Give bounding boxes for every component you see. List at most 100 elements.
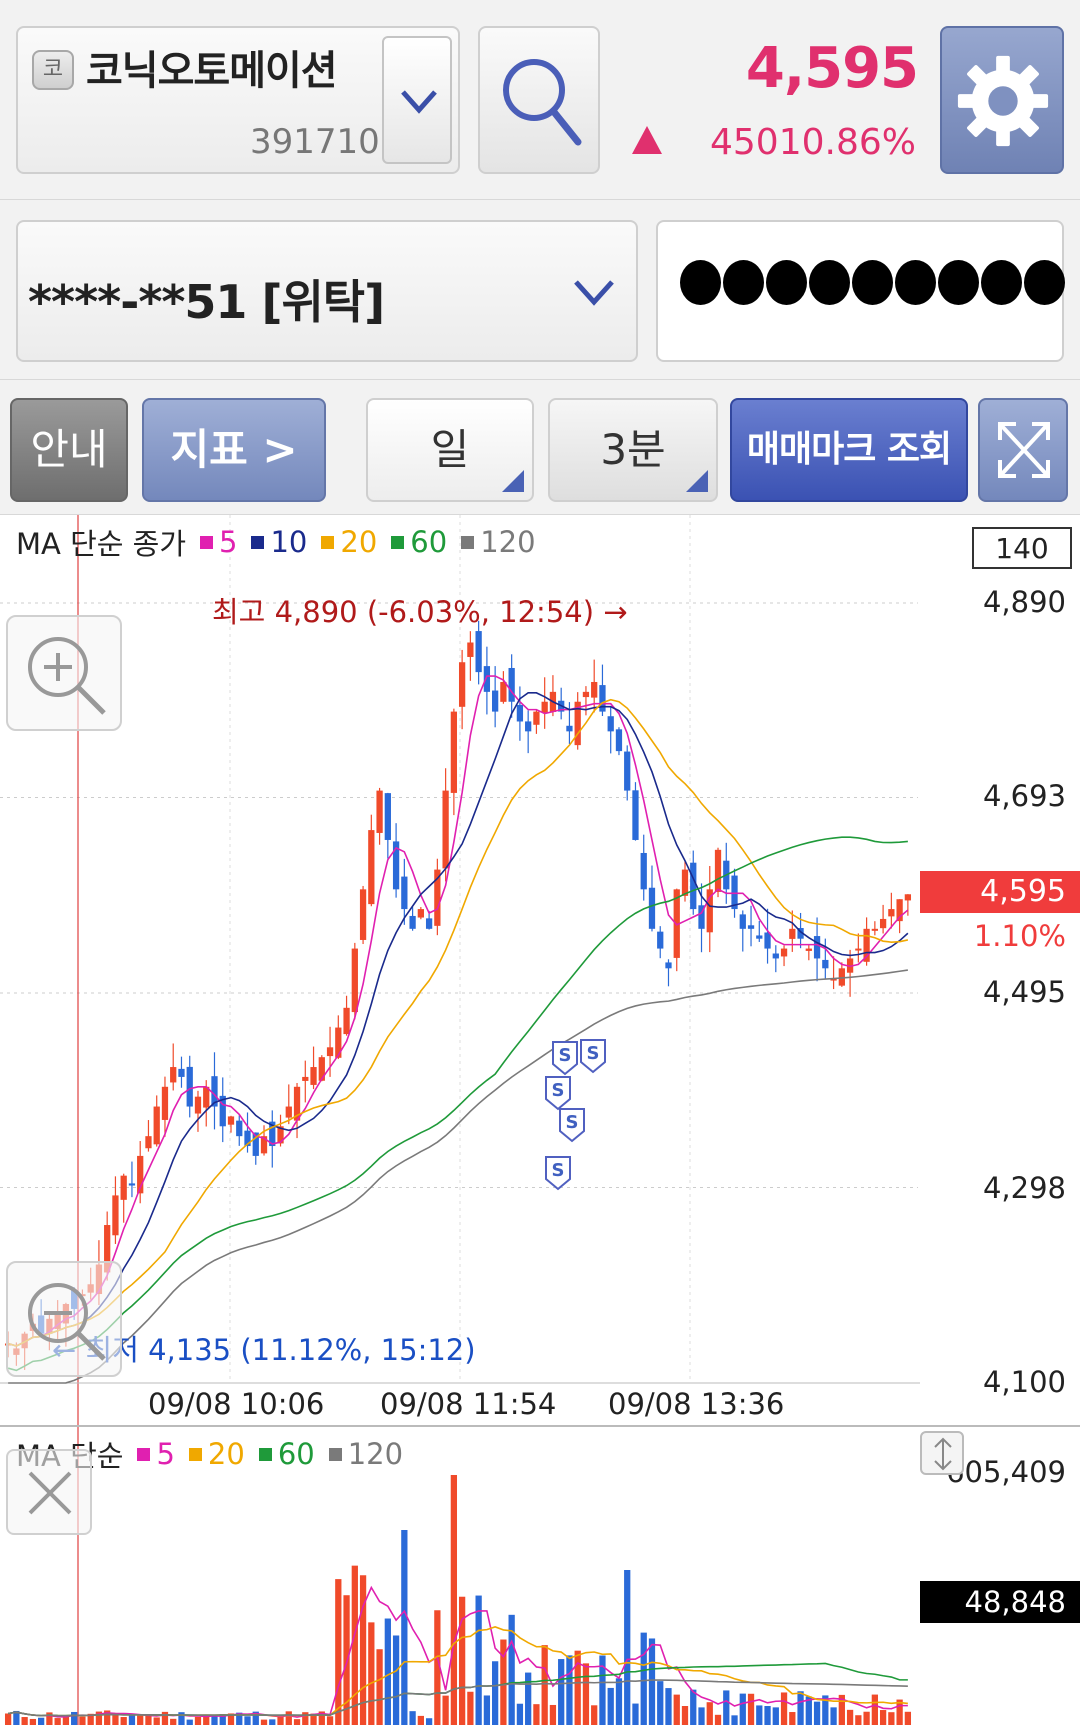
volume-bar xyxy=(46,1712,53,1725)
volume-bar xyxy=(326,1716,334,1725)
volume-bar xyxy=(756,1705,763,1725)
ma-line-5 xyxy=(7,675,909,1347)
candle-body xyxy=(467,642,474,657)
vlegend-swatch-ma5 xyxy=(137,1447,151,1461)
candle-body xyxy=(541,701,548,713)
volume-bar xyxy=(302,1712,309,1725)
volume-bar xyxy=(293,1719,301,1725)
candle-body xyxy=(425,918,433,929)
y-tick-label: 4,890 xyxy=(982,585,1066,619)
volume-current-tag: 48,848 xyxy=(920,1581,1080,1623)
volume-bar xyxy=(789,1712,796,1725)
volume-bar xyxy=(194,1716,202,1725)
volume-bar xyxy=(376,1649,383,1725)
candle-body xyxy=(203,1086,210,1108)
volume-bar xyxy=(698,1707,705,1725)
search-icon xyxy=(503,59,582,146)
candle-body xyxy=(310,1067,317,1085)
candle-body xyxy=(483,666,491,692)
candle-body xyxy=(359,889,367,940)
volume-bar xyxy=(29,1718,37,1725)
chart-toolbar: 안내 지표 > 일 3분 매매마크 조회 xyxy=(0,380,1080,515)
zoom-out-button[interactable] xyxy=(6,1261,122,1377)
candle-body xyxy=(747,925,755,929)
candle-body xyxy=(170,1067,177,1083)
stock-dropdown-button[interactable] xyxy=(382,36,452,164)
volume-bar xyxy=(731,1715,738,1725)
interval-select[interactable]: 3분 xyxy=(548,398,718,502)
volume-chart[interactable]: MA 단순 5 20 60 120 605,409 48,848 xyxy=(0,1425,1080,1725)
volume-bar xyxy=(706,1702,713,1725)
info-button[interactable]: 안내 xyxy=(10,398,128,502)
account-number: ****-**51 [위탁] xyxy=(28,275,385,329)
volume-bar xyxy=(475,1595,482,1725)
candle-body xyxy=(434,869,441,926)
volume-bar xyxy=(351,1565,358,1725)
volume-chart-canvas[interactable] xyxy=(0,1427,1080,1725)
volume-bar xyxy=(62,1716,70,1725)
candle-body xyxy=(888,909,895,917)
candle-body xyxy=(624,751,631,791)
candle-body xyxy=(343,1007,350,1035)
candle-body xyxy=(450,711,458,793)
period-count[interactable]: 140 xyxy=(972,527,1072,569)
close-indicator-button[interactable] xyxy=(6,1449,92,1535)
legend-swatch-ma60 xyxy=(391,535,405,549)
password-dot xyxy=(938,260,979,305)
candle-body xyxy=(500,681,507,702)
candle-body xyxy=(657,931,664,949)
candle-body xyxy=(599,685,606,712)
ma-line-120 xyxy=(8,969,908,1384)
indicator-button[interactable]: 지표 > xyxy=(142,398,326,502)
settings-button[interactable] xyxy=(940,26,1064,174)
volume-bar xyxy=(879,1710,887,1725)
legend-ma20: 20 xyxy=(340,525,378,559)
volume-max-label: 605,409 xyxy=(946,1455,1066,1489)
candle-body xyxy=(607,716,614,732)
volume-bar xyxy=(260,1719,268,1725)
account-select[interactable]: ****-**51 [위탁] xyxy=(16,220,638,362)
volume-bar xyxy=(285,1711,292,1725)
volume-bar xyxy=(21,1717,28,1725)
volume-bar xyxy=(211,1714,218,1725)
volume-bar xyxy=(896,1699,903,1725)
fullscreen-button[interactable] xyxy=(978,398,1068,502)
volume-bar xyxy=(252,1711,259,1725)
volume-bar xyxy=(442,1695,449,1725)
zoom-in-button[interactable] xyxy=(6,615,122,731)
candle-body xyxy=(368,830,375,905)
vlegend-swatch-ma120 xyxy=(328,1447,342,1461)
trade-mark-button[interactable]: 매매마크 조회 xyxy=(730,398,968,502)
period-select[interactable]: 일 xyxy=(366,398,534,502)
stock-selector[interactable]: 코 코닉오토메이션 391710 xyxy=(16,26,460,174)
candle-body xyxy=(269,1121,276,1147)
volume-bar xyxy=(830,1707,837,1725)
vlegend-swatch-ma20 xyxy=(188,1447,202,1461)
candle-body xyxy=(681,869,689,896)
candle-body xyxy=(186,1066,193,1107)
volume-bar xyxy=(384,1618,391,1725)
password-field[interactable] xyxy=(656,220,1065,362)
chart-legend: MA 단순 종가 5 10 20 60 120 xyxy=(16,521,536,563)
sell-mark-label: S xyxy=(587,1043,600,1064)
volume-bar xyxy=(277,1715,284,1725)
volume-bar xyxy=(863,1711,870,1725)
resize-panel-button[interactable] xyxy=(920,1431,964,1475)
volume-bar xyxy=(425,1718,433,1725)
candle-body xyxy=(335,1027,342,1058)
search-button[interactable] xyxy=(478,26,600,174)
password-dot xyxy=(680,260,721,305)
password-dot xyxy=(1024,260,1065,305)
volume-bar xyxy=(607,1687,614,1725)
volume-bar xyxy=(359,1575,367,1725)
sell-mark-label: S xyxy=(559,1045,572,1066)
volume-bar xyxy=(764,1706,771,1725)
candle-body xyxy=(409,915,416,929)
volume-bar xyxy=(558,1659,565,1725)
chevron-down-icon xyxy=(401,90,437,114)
volume-bar xyxy=(615,1678,623,1725)
volume-bar xyxy=(467,1691,474,1725)
candle-body xyxy=(772,953,779,959)
